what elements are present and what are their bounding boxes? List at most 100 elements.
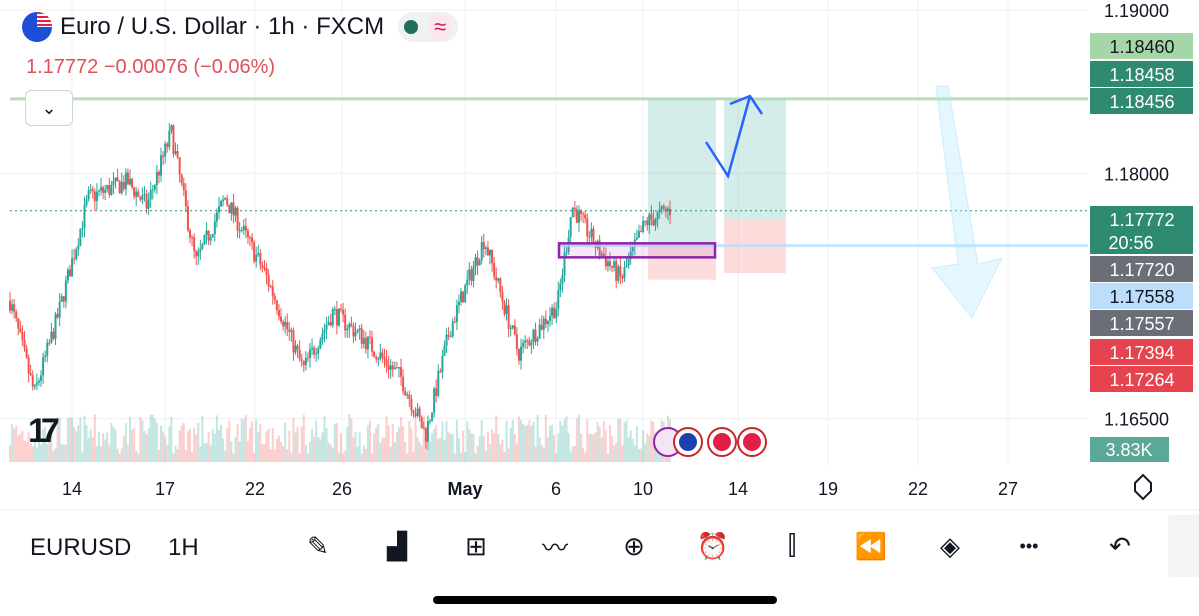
candle-body — [426, 421, 429, 442]
layers-icon[interactable]: ◈ — [940, 530, 960, 561]
supply-zone-rect[interactable] — [557, 242, 717, 259]
candle-body — [292, 330, 295, 353]
volume-bar — [205, 442, 208, 462]
timeframe-button[interactable]: 1H — [168, 534, 199, 561]
volume-bar — [56, 417, 59, 462]
candle-body — [73, 258, 76, 260]
more-icon[interactable]: ••• — [1019, 535, 1039, 556]
volume-bar — [298, 452, 301, 462]
volume-bar — [422, 416, 425, 462]
volume-bar — [124, 423, 127, 462]
compare-icon[interactable]: 〰 — [541, 532, 568, 563]
undo-icon[interactable]: ↶ — [1109, 530, 1131, 561]
candle-body — [623, 267, 626, 279]
candle-body — [540, 324, 543, 330]
price-tag — [1090, 283, 1193, 309]
volume-bar — [389, 446, 392, 462]
volume-bar — [317, 437, 320, 462]
volume-bar — [557, 433, 560, 462]
volume-bar — [555, 453, 558, 462]
draw-tool-icon[interactable]: ✎ — [307, 530, 329, 561]
volume-bar — [642, 430, 645, 462]
candle-body — [648, 214, 651, 226]
chart-type-icon[interactable]: ⫿ — [787, 530, 797, 560]
candle-body — [54, 313, 57, 339]
candle-body — [11, 304, 14, 311]
volume-bar — [31, 446, 34, 462]
market-status-pill[interactable]: ≈ — [398, 12, 459, 42]
candle-body — [89, 189, 92, 191]
volume-bar — [515, 443, 518, 462]
candle-body — [360, 328, 363, 344]
candle-body — [232, 202, 235, 216]
candle-body — [205, 230, 208, 236]
candle-body — [37, 380, 40, 383]
candle-body — [261, 264, 264, 268]
volume-bar — [571, 446, 574, 462]
collapse-legend-button[interactable]: ⌄ — [25, 90, 73, 126]
volume-bar — [507, 448, 510, 462]
volume-bar — [249, 427, 251, 462]
candle-body — [226, 198, 229, 205]
volume-bar — [559, 420, 562, 462]
candle-body — [83, 205, 86, 228]
volume-bar — [178, 430, 181, 462]
volume-bar — [58, 417, 61, 462]
candle-body — [606, 261, 609, 267]
candle-body — [635, 237, 638, 240]
time-axis-label: 26 — [332, 479, 352, 499]
alert-icon[interactable]: ⏰ — [696, 530, 730, 561]
candle-body — [124, 172, 127, 189]
candle-body — [393, 367, 396, 370]
candle-body — [280, 316, 283, 322]
price-chart[interactable]: 14 17 22 26 May 6 10 14 19 22 27 1.19000 1.18000 1.16… — [0, 0, 1199, 510]
candle-body — [538, 324, 541, 339]
price-tag-label: 1.18460 — [1109, 37, 1174, 57]
candle-body — [9, 300, 11, 311]
volume-bar — [373, 433, 376, 462]
symbol-button[interactable]: EURUSD — [30, 534, 132, 561]
volume-bar — [191, 451, 194, 462]
candle-body — [642, 220, 645, 232]
volume-bar — [302, 414, 305, 462]
volume-bar — [50, 421, 53, 462]
volume-bar — [602, 421, 605, 462]
approx-data-icon: ≈ — [428, 14, 453, 40]
chart-settings-icon[interactable] — [1134, 473, 1152, 501]
volume-bar — [455, 419, 458, 462]
add-icon[interactable]: ⊕ — [623, 530, 645, 561]
candle-body — [180, 174, 183, 184]
tradingview-logo: 17 — [28, 412, 60, 450]
candle-body — [513, 325, 516, 335]
volume-bar — [598, 426, 601, 462]
candle-body — [588, 236, 591, 238]
candle-body — [228, 204, 231, 214]
candle-body — [364, 337, 367, 350]
volume-bar — [360, 453, 363, 462]
volume-bar — [19, 433, 22, 462]
volume-bar — [33, 440, 36, 462]
more-tools-edge[interactable] — [1168, 515, 1199, 577]
candle-body — [371, 337, 374, 352]
candle-body — [555, 308, 558, 319]
volume-bar — [220, 424, 223, 462]
volume-bar — [588, 434, 591, 462]
volume-bar — [168, 426, 171, 462]
symbol-title[interactable]: Euro / U.S. Dollar · 1h · FXCM — [60, 13, 385, 40]
volume-bar — [87, 437, 90, 462]
candle-body — [416, 408, 419, 416]
volume-bar — [540, 444, 543, 462]
volume-bar — [114, 429, 117, 462]
volume-bar — [193, 427, 196, 462]
volume-bar — [213, 433, 216, 462]
layouts-icon[interactable]: ⊞ — [465, 530, 487, 561]
volume-bar — [246, 441, 249, 462]
volume-bar — [580, 433, 583, 462]
down-arrow-drawing[interactable] — [931, 85, 1003, 319]
indicators-icon[interactable]: ▟ — [387, 530, 407, 561]
up-arrow-drawing[interactable] — [704, 95, 752, 180]
volume-bar — [147, 428, 150, 462]
volume-bar — [162, 431, 165, 462]
volume-bar — [637, 448, 640, 462]
replay-icon[interactable]: ⏪ — [854, 530, 888, 561]
